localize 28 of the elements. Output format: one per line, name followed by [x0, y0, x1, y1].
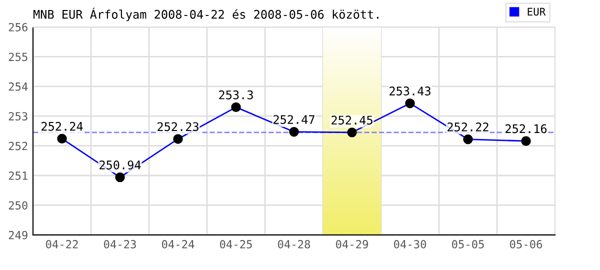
- y-tick-label: 253: [8, 112, 28, 121]
- y-tick-label: 254: [8, 82, 28, 91]
- data-label: 252.22: [448, 122, 488, 132]
- data-label: 252.23: [158, 122, 198, 132]
- data-label: 252.16: [506, 124, 547, 134]
- x-tick-label: 05-06: [510, 240, 542, 248]
- data-label: 252.45: [332, 116, 372, 125]
- x-tick-label: 04-30: [394, 240, 426, 248]
- data-label: 252.47: [274, 115, 314, 124]
- x-tick-label: 04-24: [162, 240, 194, 248]
- x-tick-label: 04-23: [104, 240, 136, 248]
- y-tick-label: 252: [8, 142, 28, 150]
- data-label: 252.24: [42, 122, 83, 131]
- y-tick-label: 255: [8, 52, 28, 62]
- y-tick-label: 251: [8, 172, 28, 180]
- legend-label: EUR: [528, 8, 546, 16]
- data-label: 253.43: [390, 86, 430, 96]
- x-tick-label: 04-28: [278, 240, 310, 248]
- x-tick-label: 05-05: [452, 240, 484, 248]
- x-tick-label: 04-22: [46, 240, 78, 248]
- data-label: 253.3: [219, 90, 253, 100]
- x-tick-label: 04-29: [336, 240, 368, 248]
- x-tick-label: 04-25: [220, 240, 252, 248]
- y-tick-label: 249: [8, 230, 28, 240]
- y-tick-label: 250: [8, 201, 28, 210]
- chart-title: MNB EUR Árfolyam 2008-04-22 és 2008-05-06 között.: [33, 8, 378, 22]
- y-tick-label: 256: [8, 23, 28, 32]
- data-label: 250.94: [100, 160, 141, 170]
